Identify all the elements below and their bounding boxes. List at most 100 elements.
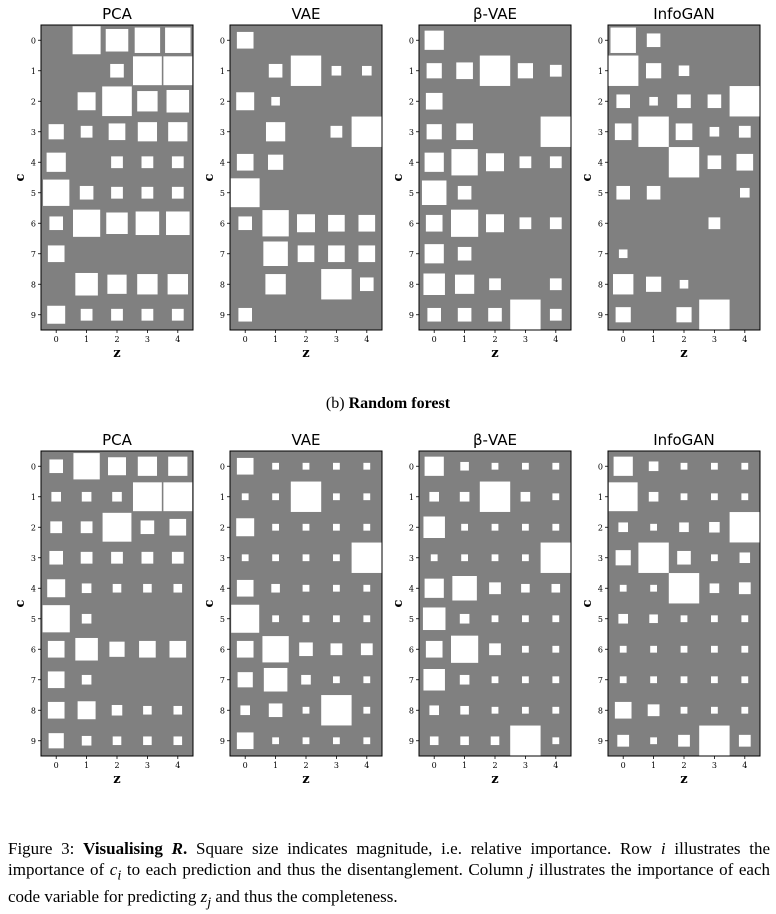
x-tick-label: 2 [114, 335, 119, 344]
y-axis-label: c [580, 599, 595, 607]
heatmap-square [552, 523, 560, 531]
x-tick-label: 3 [145, 335, 150, 344]
heatmap-square [647, 704, 660, 717]
heatmap-square [522, 554, 529, 562]
heatmap-square [618, 613, 629, 624]
heatmap-square [351, 542, 382, 573]
heatmap-square [73, 453, 100, 480]
y-tick-label: 1 [409, 67, 414, 76]
heatmap-square [237, 672, 253, 688]
heatmap-square [231, 604, 260, 633]
heatmap-square [80, 521, 93, 534]
heatmap-square [707, 94, 722, 109]
x-tick-label: 2 [492, 761, 497, 770]
x-tick-label: 1 [462, 335, 467, 344]
x-tick-label: 3 [523, 761, 528, 770]
heatmap-square [677, 550, 691, 565]
heatmap-square [521, 583, 530, 593]
y-tick-label: 3 [409, 554, 414, 563]
x-axis-label: z [113, 346, 120, 361]
heatmap-square [236, 732, 254, 750]
heatmap-square [263, 241, 288, 267]
heatmap-square [522, 523, 529, 531]
heatmap-square [741, 615, 749, 623]
heatmap-square [171, 551, 184, 564]
heatmap-square [302, 554, 310, 562]
y-tick-label: 4 [31, 158, 36, 167]
caption-c-sub: i [117, 867, 122, 884]
y-tick-label: 6 [409, 219, 414, 228]
heatmap-square [461, 554, 468, 562]
heatmap-square [328, 245, 345, 263]
heatmap-square [301, 674, 311, 685]
heatmap-square [709, 126, 720, 137]
y-tick-label: 1 [598, 67, 603, 76]
y-tick-label: 3 [598, 128, 603, 137]
y-tick-label: 3 [220, 554, 225, 563]
heatmap-square [459, 613, 470, 624]
figure-caption: Figure 3: Visualising R. Square size ind… [8, 838, 770, 914]
y-tick-label: 8 [409, 280, 414, 289]
heatmap-panel: β-VAE 0 1 2 3 4 5 6 7 8 9 0 1 2 3 4 z c [391, 431, 572, 787]
y-axis-label: c [391, 599, 406, 607]
heatmap-square [451, 149, 478, 176]
y-tick-label: 3 [409, 128, 414, 137]
heatmap-square [108, 123, 126, 141]
heatmap-square [163, 56, 193, 86]
y-axis-label: c [13, 173, 28, 181]
y-tick-label: 5 [31, 189, 36, 198]
heatmap-square [363, 462, 371, 470]
heatmap-square [363, 706, 371, 714]
heatmap-square [741, 676, 749, 684]
y-tick-label: 0 [598, 36, 603, 45]
heatmap-square [486, 153, 504, 172]
caption-bold-end: . [182, 839, 188, 858]
heatmap-square [423, 516, 445, 538]
heatmap-panel: InfoGAN 0 1 2 3 4 5 6 7 8 9 0 1 2 3 4 z c [580, 431, 761, 787]
y-tick-label: 9 [220, 311, 225, 320]
y-tick-label: 5 [31, 615, 36, 624]
heatmap-square [81, 674, 92, 685]
y-axis-label: c [13, 599, 28, 607]
heatmap-square [171, 186, 184, 199]
x-tick-label: 4 [364, 335, 369, 344]
panel-title: VAE [291, 5, 320, 23]
heatmap-square [102, 512, 132, 542]
caption-text-4: illustrates the importance of each code … [8, 860, 771, 907]
heatmap-square [81, 491, 92, 502]
heatmap-square [460, 705, 469, 715]
heatmap-square [173, 583, 183, 593]
heatmap-square [522, 645, 529, 653]
heatmap-square [426, 124, 442, 140]
heatmap-square [238, 216, 252, 231]
x-tick-label: 3 [712, 761, 717, 770]
heatmap-square [608, 55, 639, 86]
heatmap-square [707, 155, 722, 170]
heatmap-square [616, 185, 630, 200]
heatmap-square [510, 299, 541, 330]
heatmap-square [106, 212, 128, 234]
heatmap-square [272, 737, 279, 745]
y-tick-label: 8 [598, 280, 603, 289]
heatmap-square [680, 676, 688, 684]
heatmap-square [489, 278, 501, 291]
heatmap-square [739, 187, 750, 198]
panel-title: β-VAE [473, 5, 517, 23]
y-tick-label: 3 [598, 554, 603, 563]
heatmap-square [422, 607, 446, 631]
heatmap-square [108, 457, 126, 476]
heatmap-square [333, 523, 340, 531]
heatmap-square [741, 645, 749, 653]
y-tick-label: 7 [409, 250, 414, 259]
x-axis-label: z [302, 772, 309, 787]
heatmap-square [429, 491, 440, 502]
y-tick-label: 7 [31, 676, 36, 685]
y-tick-label: 9 [31, 311, 36, 320]
caption-text-3: to each prediction and thus the disentan… [126, 860, 524, 879]
heatmap-square [110, 63, 124, 78]
y-tick-label: 2 [31, 97, 36, 106]
heatmap-square [638, 116, 669, 147]
subcaption: (b) Random forest [0, 395, 776, 413]
heatmap-square [490, 736, 500, 746]
heatmap-square [646, 185, 661, 200]
